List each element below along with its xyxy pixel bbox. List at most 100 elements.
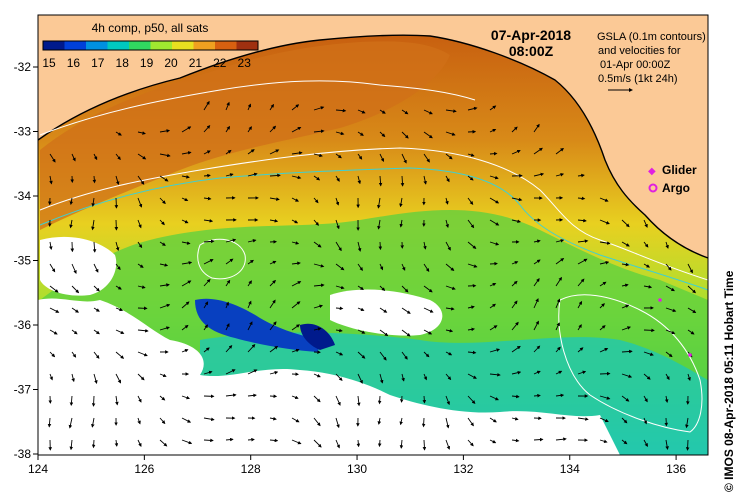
velocity-arrow: [665, 285, 675, 292]
velocity-arrow: [378, 175, 383, 187]
velocity-arrow: [555, 393, 565, 398]
glider-label: Glider: [662, 163, 697, 177]
velocity-arrow: [533, 278, 540, 287]
velocity-arrow: [137, 241, 143, 249]
velocity-arrow: [599, 303, 605, 309]
velocity-arrow: [49, 241, 53, 251]
colorbar-tick-label: 19: [140, 56, 154, 70]
velocity-arrow: [379, 329, 389, 337]
velocity-arrow: [137, 219, 142, 229]
velocity-arrow: [401, 373, 405, 382]
velocity-arrow: [225, 323, 230, 331]
velocity-arrow: [665, 263, 672, 271]
velocity-arrow: [401, 263, 406, 271]
velocity-arrow: [467, 219, 475, 229]
velocity-arrow: [379, 351, 387, 361]
x-tick-label: 124: [28, 462, 48, 476]
velocity-arrow: [247, 239, 257, 243]
credit-label: © IMOS 08-Apr-2018 05:11 Hobart Time: [722, 270, 736, 492]
gsla-note-line: 01-Apr 00:00Z: [600, 59, 671, 71]
velocity-arrow: [93, 373, 98, 384]
velocity-arrow: [71, 263, 77, 274]
velocity-arrow: [93, 329, 100, 335]
colorbar-swatch: [172, 41, 194, 50]
velocity-arrow: [445, 285, 456, 290]
velocity-arrow: [489, 105, 497, 111]
velocity-arrow: [423, 241, 427, 250]
velocity-arrow: [137, 285, 146, 289]
gsla-contour: [39, 167, 708, 291]
velocity-arrow: [269, 438, 279, 443]
velocity-arrow: [423, 329, 433, 335]
velocity-arrow: [357, 153, 363, 160]
velocity-arrow: [379, 109, 386, 114]
velocity-arrow: [467, 417, 474, 427]
velocity-arrow: [335, 153, 342, 159]
velocity-arrow: [269, 321, 277, 331]
velocity-arrow: [203, 417, 215, 422]
velocity-arrow: [225, 258, 234, 265]
velocity-arrow: [115, 263, 121, 271]
velocity-arrow: [269, 173, 281, 178]
velocity-arrow: [203, 259, 214, 265]
velocity-arrow: [159, 326, 170, 331]
velocity-arrow: [93, 285, 100, 292]
velocity-arrow: [401, 153, 407, 164]
velocity-arrow: [643, 373, 651, 380]
velocity-arrow: [489, 372, 501, 377]
velocity-arrow: [445, 131, 456, 136]
velocity-arrow: [181, 197, 189, 202]
velocity-arrow: [377, 417, 382, 425]
velocity-arrow: [269, 260, 277, 265]
velocity-arrow: [445, 373, 452, 381]
velocity-arrow: [489, 417, 497, 423]
velocity-arrow: [423, 307, 434, 313]
velocity-arrow: [599, 281, 607, 287]
velocity-arrow: [181, 126, 192, 133]
velocity-arrow: [511, 261, 519, 265]
velocity-arrow: [356, 439, 361, 448]
velocity-arrow: [467, 263, 478, 268]
velocity-arrow: [577, 239, 589, 243]
velocity-arrow: [445, 109, 457, 113]
velocity-arrow: [159, 373, 167, 378]
velocity-arrow: [159, 219, 165, 226]
velocity-arrow: [269, 299, 276, 309]
velocity-arrow: [423, 285, 433, 293]
velocity-arrow: [335, 351, 344, 356]
velocity-arrow: [291, 104, 300, 111]
velocity-arrow: [269, 416, 277, 421]
velocity-arrow: [137, 417, 141, 425]
velocity-arrow: [665, 241, 669, 249]
velocity-arrow: [247, 126, 252, 133]
velocity-arrow: [93, 153, 98, 161]
velocity-arrow: [181, 219, 189, 224]
no-data-south: [38, 298, 620, 455]
velocity-arrow: [401, 307, 411, 314]
velocity-arrow: [357, 263, 363, 271]
y-tick-label: -37: [14, 383, 32, 397]
velocity-arrow: [159, 175, 169, 182]
velocity-arrow: [93, 263, 99, 273]
x-tick-label: 136: [666, 462, 686, 476]
velocity-arrow: [665, 307, 677, 313]
velocity-arrow: [577, 370, 587, 375]
velocity-arrow: [599, 241, 611, 245]
velocity-arrow: [489, 241, 500, 246]
velocity-arrow: [181, 301, 190, 309]
velocity-arrow: [269, 103, 275, 111]
velocity-arrow: [247, 259, 254, 265]
velocity-arrows: [47, 100, 697, 451]
velocity-arrow: [687, 373, 691, 381]
velocity-arrow: [399, 197, 403, 208]
map-frame: [37, 14, 709, 456]
velocity-arrow: [115, 373, 121, 384]
velocity-arrow: [291, 151, 303, 155]
velocity-arrow: [335, 395, 341, 406]
velocity-arrow: [269, 149, 280, 155]
velocity-arrow: [511, 149, 521, 155]
velocity-arrow: [555, 437, 567, 441]
velocity-arrow: [181, 324, 189, 331]
velocity-arrow: [533, 393, 541, 398]
y-tick-label: -38: [14, 447, 32, 461]
